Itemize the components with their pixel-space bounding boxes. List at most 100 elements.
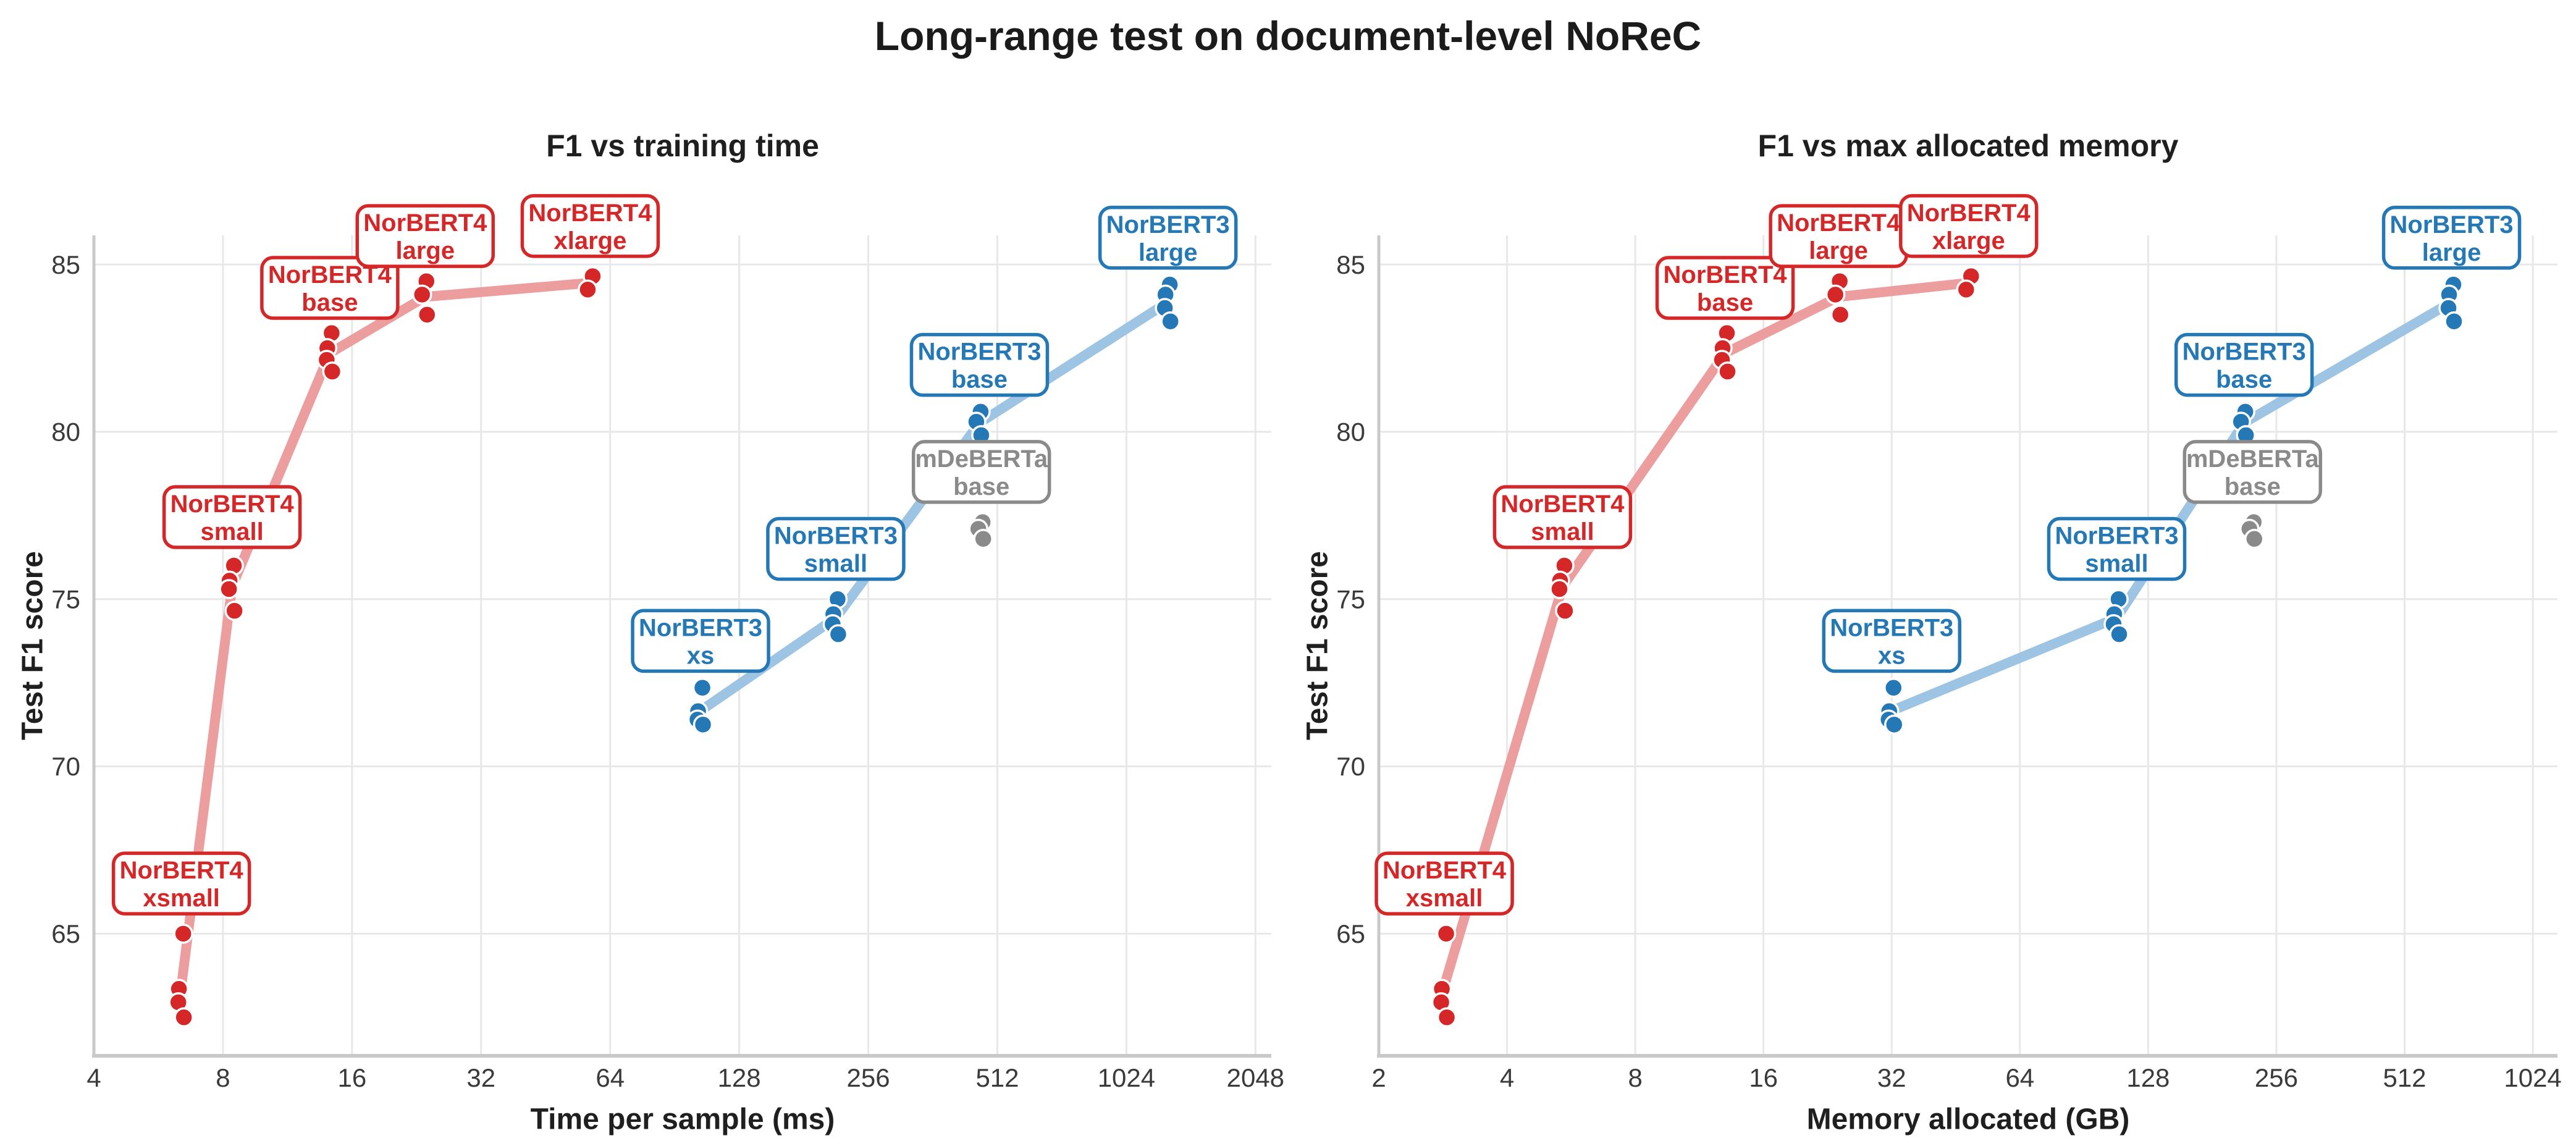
model-label-text: NorBERT4 xsmall	[120, 857, 244, 912]
model-label-text: NorBERT4 large	[363, 209, 487, 264]
y-tick-label: 80	[51, 418, 80, 447]
model-label-text: NorBERT4 base	[1664, 261, 1788, 316]
model-label-box	[2381, 206, 2522, 270]
x-tick-label: 128	[718, 1063, 761, 1092]
data-point	[219, 579, 239, 599]
subplot-memory: 2 4 8 16 32 64 128 256 512 1024 65 70 75 80 85 NorBERT4…	[1336, 194, 2562, 1092]
data-point	[2244, 528, 2265, 549]
data-point	[174, 1007, 194, 1027]
model-label-norbert3-small: NorBERT3 small	[2047, 516, 2187, 581]
model-label-box	[162, 485, 302, 549]
model-label-norbert4-large: NorBERT4 large	[1769, 204, 1908, 268]
model-label-text: NorBERT3 xs	[1830, 614, 1953, 669]
data-point	[2444, 311, 2464, 332]
x-axis-label-time: Time per sample (ms)	[530, 1103, 835, 1136]
subplot-title-time: F1 vs training time	[546, 129, 819, 163]
data-point	[412, 284, 432, 305]
data-point	[828, 624, 849, 644]
data-point	[322, 361, 343, 382]
data-point	[973, 528, 993, 549]
y-tick-label: 70	[1336, 752, 1365, 781]
model-label-norbert4-xsmall: NorBERT4 xsmall	[1374, 851, 1514, 916]
model-label-norbert4-xlarge: NorBERT4 xlarge	[1899, 194, 2039, 258]
data-point	[2109, 624, 2129, 644]
x-tick-label: 2	[1371, 1063, 1386, 1092]
model-label-mdeberta-base: mDeBERTa base	[2182, 440, 2323, 504]
model-label-text: NorBERT3 base	[917, 339, 1041, 394]
model-label-box	[911, 440, 1051, 504]
model-label-text: NorBERT4 base	[268, 261, 392, 316]
model-label-box	[1899, 194, 2039, 258]
x-axis-label-memory: Memory allocated (GB)	[1806, 1103, 2130, 1136]
model-label-norbert4-base: NorBERT4 base	[1655, 256, 1795, 320]
x-tick-label: 4	[1500, 1063, 1514, 1092]
figure-title: Long-range test on document-level NoReC	[874, 13, 1702, 59]
x-tick-label: 64	[2005, 1063, 2034, 1092]
model-label-text: NorBERT4 large	[1777, 209, 1901, 264]
data-point	[1160, 311, 1181, 332]
model-label-text: NorBERT3 small	[2055, 522, 2178, 577]
y-tick-label: 75	[1336, 584, 1365, 613]
subplot-time: 4 8 16 32 64 128 256 512 1024 2048 65 70 75 80 85 NorBE…	[51, 194, 1284, 1092]
model-label-norbert3-large: NorBERT3 large	[1098, 206, 1238, 270]
model-label-text: NorBERT4 xlarge	[528, 200, 652, 255]
y-tick-label: 80	[1336, 418, 1365, 447]
model-label-box	[1822, 609, 1962, 673]
data-point	[1555, 600, 1575, 621]
model-label-box	[2174, 332, 2314, 397]
data-point	[417, 305, 437, 325]
subplot-title-memory: F1 vs max allocated memory	[1757, 129, 2179, 163]
data-point	[1436, 1007, 1457, 1027]
x-tick-label: 64	[596, 1063, 625, 1092]
y-axis-label-right: Test F1 score	[1301, 551, 1334, 740]
model-label-box	[111, 851, 251, 916]
x-tick-label: 8	[216, 1063, 230, 1092]
data-point	[692, 677, 713, 698]
model-label-text: NorBERT4 xlarge	[1907, 200, 2031, 255]
data-point	[1956, 279, 1977, 300]
x-tick-label: 4	[86, 1063, 101, 1092]
model-label-norbert3-base: NorBERT3 base	[2174, 332, 2314, 397]
model-label-norbert3-xs: NorBERT3 xs	[631, 609, 770, 673]
model-label-box	[766, 516, 906, 581]
x-tick-label: 1024	[1098, 1063, 1155, 1092]
data-point	[692, 714, 713, 735]
model-label-mdeberta-base: mDeBERTa base	[911, 440, 1051, 504]
model-label-text: mDeBERTa base	[915, 445, 1048, 500]
model-label-box	[909, 332, 1050, 397]
model-label-text: NorBERT4 xsmall	[1383, 857, 1507, 912]
x-tick-label: 32	[466, 1063, 495, 1092]
data-point	[1717, 361, 1738, 382]
data-point	[1884, 677, 1904, 698]
trend-line-norbert3	[1887, 297, 2457, 716]
model-label-norbert3-xs: NorBERT3 xs	[1822, 609, 1962, 673]
model-label-norbert4-xsmall: NorBERT4 xsmall	[111, 851, 251, 916]
model-label-text: NorBERT4 small	[170, 491, 295, 546]
model-label-box	[355, 204, 495, 268]
model-label-norbert3-large: NorBERT3 large	[2381, 206, 2522, 270]
data-point	[1549, 579, 1570, 599]
x-tick-label: 1024	[2504, 1063, 2561, 1092]
x-tick-label: 256	[2255, 1063, 2298, 1092]
y-tick-label: 75	[51, 584, 80, 613]
model-label-box	[1492, 485, 1633, 549]
model-label-box	[1374, 851, 1514, 916]
x-tick-label: 16	[337, 1063, 366, 1092]
x-tick-label: 2048	[1227, 1063, 1284, 1092]
model-label-box	[260, 256, 400, 320]
model-label-text: NorBERT4 small	[1501, 491, 1625, 546]
model-label-text: NorBERT3 xs	[639, 614, 762, 669]
x-tick-label: 256	[847, 1063, 890, 1092]
model-label-norbert4-base: NorBERT4 base	[260, 256, 400, 320]
data-point	[1436, 924, 1457, 944]
y-tick-label: 65	[51, 919, 80, 948]
x-tick-label: 512	[975, 1063, 1019, 1092]
model-label-box	[1655, 256, 1795, 320]
model-label-box	[2047, 516, 2187, 581]
y-tick-label: 70	[51, 752, 80, 781]
model-label-norbert4-small: NorBERT4 small	[1492, 485, 1633, 549]
data-point	[224, 600, 245, 621]
model-label-text: NorBERT3 large	[2390, 211, 2514, 266]
